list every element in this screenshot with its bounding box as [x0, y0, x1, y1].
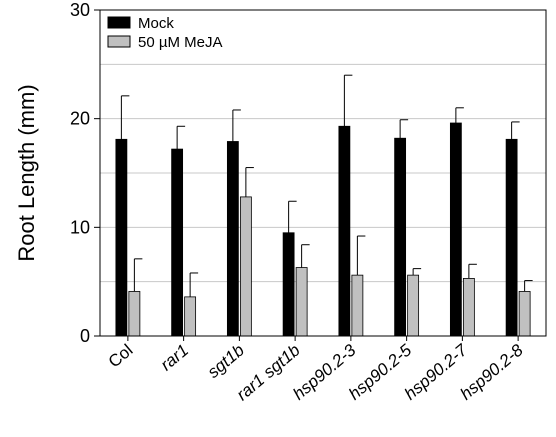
error-bars: [120, 74, 533, 297]
x-category-label: rar1: [157, 341, 192, 375]
legend-label-mock: Mock: [138, 15, 174, 32]
bar-mock: [226, 141, 239, 337]
bar-meja: [462, 278, 475, 337]
gridlines: [100, 63, 546, 283]
y-tick-label: 30: [70, 0, 90, 20]
legend-swatch-meja: [107, 35, 131, 48]
bars: [115, 122, 531, 337]
bar-meja: [128, 291, 141, 337]
bar-mock: [449, 122, 462, 337]
y-tick-label: 20: [70, 109, 90, 129]
bar-mock: [171, 148, 184, 337]
y-axis-label: Root Length (mm): [14, 84, 39, 261]
y-tick-label: 0: [80, 326, 90, 346]
bar-mock: [505, 138, 518, 337]
bar-meja: [351, 274, 364, 337]
bar-mock: [394, 137, 407, 337]
bar-meja: [518, 291, 531, 337]
bar-mock: [338, 125, 351, 337]
bar-mock: [115, 138, 128, 337]
bar-meja: [239, 196, 252, 337]
bar-mock: [282, 232, 295, 337]
plot-area-frame: [99, 9, 547, 337]
legend-label-meja: 50 µM MeJA: [138, 34, 223, 51]
legend-swatch-mock: [107, 16, 131, 29]
bar-meja: [184, 296, 197, 337]
x-category-label: sgt1b: [204, 341, 248, 382]
x-category-label: Col: [105, 341, 137, 372]
bar-meja: [295, 267, 308, 337]
legend: Mock 50 µM MeJA: [107, 15, 223, 51]
y-tick-label: 10: [70, 217, 90, 237]
bar-meja: [407, 274, 420, 337]
y-axis: 0 10 20 30: [70, 0, 100, 346]
x-category-label: hsp90.2-8: [457, 340, 528, 404]
